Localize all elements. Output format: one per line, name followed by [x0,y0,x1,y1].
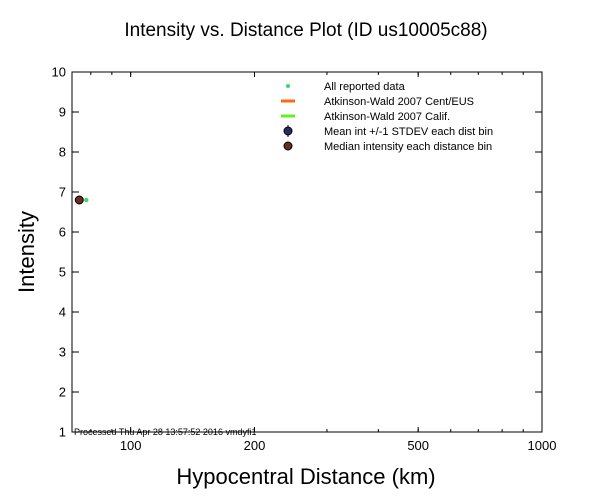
legend-marker-mean [283,126,293,136]
y-tick-label: 4 [59,305,66,320]
y-tick-label: 2 [59,385,66,400]
legend-label: Mean int +/-1 STDEV each dist bin [324,126,493,138]
reported-data-point [84,197,89,203]
x-tick-label: 100 [120,438,142,453]
y-tick-label: 6 [59,225,66,240]
legend-label: Median intensity each distance bin [324,141,492,153]
chart-title: Intensity vs. Distance Plot (ID us10005c… [124,20,487,41]
y-axis-label: Intensity [14,211,39,293]
x-axis-label: Hypocentral Distance (km) [176,464,435,489]
legend-label: All reported data [324,81,406,93]
legend-label: Atkinson-Wald 2007 Calif. [324,111,450,123]
processed-footnote: Processed Thu Apr 28 13:57:52 2016 vmdyf… [74,427,256,437]
x-tick-label: 200 [244,438,266,453]
y-tick-label: 5 [59,265,66,280]
x-tick-label: 500 [407,438,429,453]
plot-frame [71,71,543,433]
x-tick-label: 1000 [528,438,557,453]
legend-marker-dot [286,84,290,88]
y-tick-label: 8 [59,145,66,160]
y-tick-label: 1 [59,425,66,440]
legend-label: Atkinson-Wald 2007 Cent/EUS [324,96,474,108]
x-axis: 100 200 500 1000 [90,72,557,453]
y-tick-label: 9 [59,105,66,120]
y-tick-label: 7 [59,185,66,200]
legend: All reported data Atkinson-Wald 2007 Cent… [281,81,493,153]
y-tick-label: 3 [59,345,66,360]
legend-marker-median [283,141,293,151]
median-intensity-point [74,195,84,205]
y-tick-label: 10 [52,65,66,80]
y-axis: 1 2 3 4 5 6 7 8 9 10 [52,65,542,440]
data-series [74,195,89,205]
